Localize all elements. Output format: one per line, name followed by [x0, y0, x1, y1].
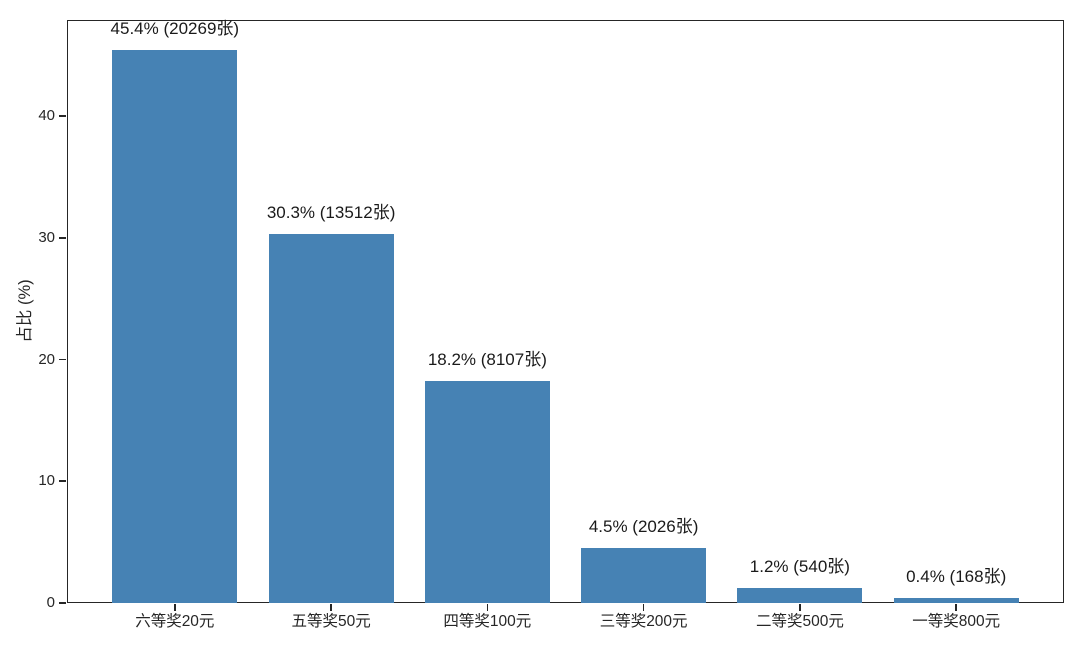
- x-tick-label: 三等奖200元: [599, 613, 688, 630]
- y-tick-label: 30: [38, 228, 55, 246]
- y-tick-mark: [59, 602, 66, 604]
- bar-value-label: 1.2% (540张): [749, 557, 850, 577]
- y-tick-mark: [59, 237, 66, 239]
- x-tick-mark: [174, 604, 176, 611]
- y-tick-label: 0: [46, 594, 55, 611]
- bar-value-label: 18.2% (8107张): [427, 350, 547, 370]
- bar-一等奖800元: [893, 598, 1019, 603]
- y-axis-title: 占比 (%): [16, 279, 34, 343]
- bar-五等奖50元: [268, 234, 394, 603]
- bar-value-label: 30.3% (13512张): [266, 203, 396, 223]
- x-tick-mark: [799, 604, 801, 611]
- bar-四等奖100元: [424, 381, 550, 603]
- x-tick-label: 一等奖800元: [912, 613, 1001, 630]
- x-tick-mark: [642, 604, 645, 611]
- y-tick-mark: [59, 115, 66, 117]
- bar-六等奖20元: [112, 50, 238, 603]
- x-tick-mark: [486, 604, 489, 611]
- bar-value-label: 4.5% (2026张): [588, 517, 699, 537]
- y-tick-mark: [59, 358, 66, 361]
- x-tick-label: 六等奖20元: [135, 613, 215, 630]
- y-tick-label: 40: [38, 107, 55, 125]
- bar-三等奖200元: [581, 548, 707, 603]
- y-tick-label: 10: [38, 472, 55, 490]
- x-tick-label: 四等奖100元: [443, 613, 532, 630]
- x-tick-mark: [330, 604, 332, 611]
- bar-value-label: 45.4% (20269张): [110, 19, 240, 39]
- y-tick-mark: [59, 480, 66, 483]
- bar-二等奖500元: [737, 588, 863, 603]
- y-tick-label: 20: [38, 350, 55, 368]
- bar-value-label: 0.4% (168张): [906, 567, 1007, 587]
- x-tick-mark: [955, 604, 957, 611]
- x-tick-label: 五等奖50元: [291, 613, 371, 630]
- x-tick-label: 二等奖500元: [755, 613, 844, 630]
